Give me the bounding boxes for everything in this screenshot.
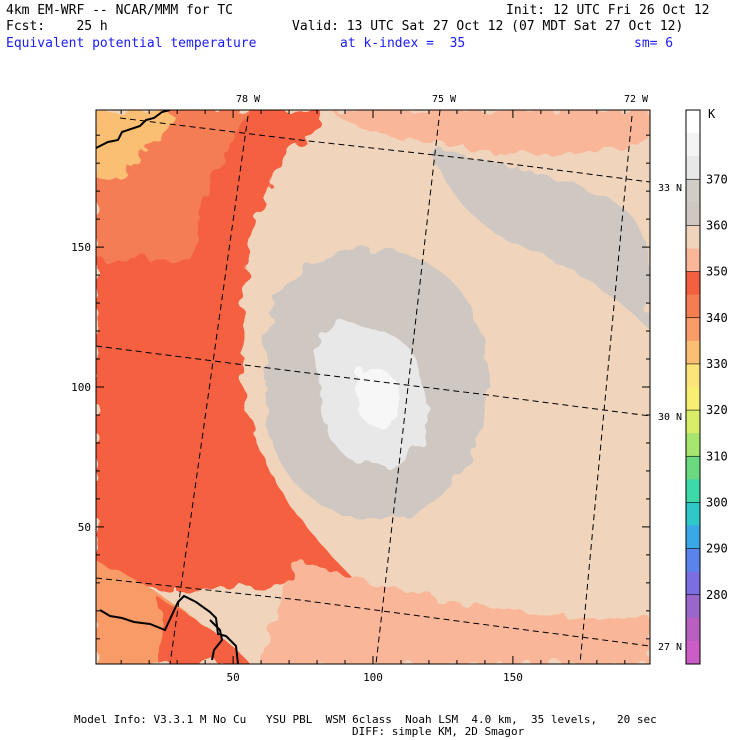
colorbar-swatch [686, 479, 700, 503]
colorbar-swatch [686, 594, 700, 619]
graticule [96, 110, 650, 664]
lon-label-72w: 72 W [624, 94, 649, 105]
colorbar-swatch [686, 548, 700, 573]
init-time: Init: 12 UTC Fri 26 Oct 12 [506, 3, 710, 18]
colorbar-swatch [686, 225, 700, 249]
colorbar-swatch [686, 525, 700, 550]
colorbar-swatch [686, 456, 700, 480]
band-360-northeast [430, 150, 650, 330]
coastline-north [96, 110, 171, 149]
colorbar-label: 340 [706, 311, 728, 325]
colorbar-swatch [686, 294, 700, 319]
band-350-north [330, 110, 650, 156]
colorbar-label: 300 [706, 495, 728, 509]
x-tick-label: 100 [363, 671, 383, 684]
colorbar-swatch [686, 179, 700, 203]
colorbar-swatch [686, 410, 700, 434]
colorbar-label: 310 [706, 449, 728, 463]
parallel-30n [96, 345, 650, 417]
colorbar-swatch [686, 133, 700, 157]
colorbar-unit: K [708, 107, 716, 121]
axes: 50 100 150 50 100 150 [71, 110, 650, 684]
lat-label-30n: 30 N [658, 412, 682, 423]
colorbar-label: 330 [706, 357, 728, 371]
smoothing-label: sm= 6 [634, 36, 674, 51]
x-tick-label: 50 [226, 671, 239, 684]
colorbar-swatch [686, 640, 700, 665]
model-info: Model Info: V3.3.1 M No Cu YSU PBL WSM 6… [74, 713, 657, 726]
colorbar-swatch [686, 571, 700, 596]
valid-time: Valid: 13 UTC Sat 27 Oct 12 (07 MDT Sat … [292, 19, 684, 34]
band-340-southwest [160, 600, 250, 664]
parallel-33n [119, 117, 650, 183]
lat-label-27n: 27 N [658, 642, 682, 653]
model-title: 4km EM-WRF -- NCAR/MMM for TC [6, 3, 233, 18]
colorbar-swatch [686, 202, 700, 226]
lat-label-33n: 33 N [658, 183, 682, 194]
lon-label-75w: 75 W [432, 94, 457, 105]
colorbar-swatch [686, 387, 700, 411]
meridian-72w [579, 115, 633, 664]
colorbar-swatch [686, 110, 700, 134]
level-index: at k-index = 35 [340, 36, 466, 51]
colorbar-swatch [686, 156, 700, 180]
colorbar-label: 360 [706, 218, 728, 232]
colorbar-swatch [686, 248, 700, 273]
colorbar-label: 320 [706, 403, 728, 417]
y-tick-label: 100 [71, 381, 91, 394]
colorbar-label: 350 [706, 265, 728, 279]
meridian-75w [375, 110, 441, 664]
coastline [96, 110, 239, 664]
colorbar-label: 280 [706, 588, 728, 602]
colorbar-frame [685, 109, 701, 665]
diffusion-info: DIFF: simple KM, 2D Smagor [352, 725, 525, 738]
coastline-island [209, 619, 224, 661]
colorbar-swatch [686, 433, 700, 457]
coastline-south [99, 594, 239, 664]
colorbar-swatch [686, 502, 700, 526]
band-330-northwest [96, 110, 175, 180]
lon-label-78w: 78 W [236, 94, 261, 105]
x-tick-label: 150 [503, 671, 523, 684]
colorbar-swatch [686, 271, 700, 296]
colorbar: 370 360 350 340 330 320 310 300 290 280 [685, 109, 728, 665]
colorbar-swatch [686, 317, 700, 342]
meridian-78w [169, 115, 249, 664]
parallel-27n [96, 577, 650, 647]
band-350-south [260, 560, 650, 664]
colorbar-swatch [686, 617, 700, 642]
colorbar-swatch [686, 363, 700, 388]
y-tick-label: 50 [78, 521, 91, 534]
forecast-hour: Fcst: 25 h [6, 19, 108, 34]
colorbar-swatch [686, 340, 700, 365]
y-tick-label: 150 [71, 241, 91, 254]
colorbar-label: 370 [706, 172, 728, 186]
colorbar-label: 290 [706, 542, 728, 556]
band-370-eye [355, 368, 400, 428]
equivalent-potential-temperature-field [96, 110, 650, 664]
field-name: Equivalent potential temperature [6, 36, 257, 51]
